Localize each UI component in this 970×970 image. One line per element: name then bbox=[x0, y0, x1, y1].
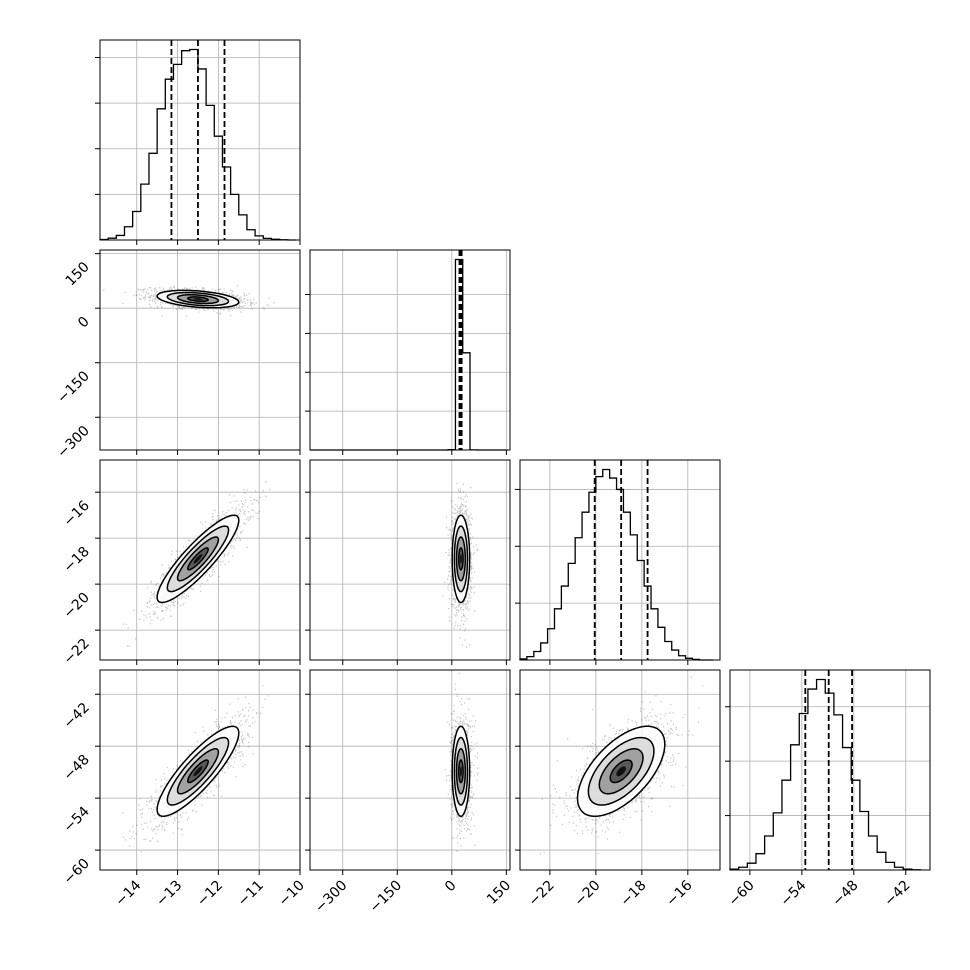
histogram-step-2 bbox=[519, 468, 714, 661]
scatter-frame bbox=[99, 669, 301, 871]
scatter-panel-1-3 bbox=[309, 669, 511, 871]
density-contour bbox=[176, 536, 220, 582]
x-tick-label: −13 bbox=[153, 878, 185, 910]
histogram-panel-2 bbox=[515, 459, 721, 661]
x-tick-label: −42 bbox=[881, 878, 913, 910]
scatter-panel-0-1 bbox=[99, 249, 301, 451]
scatter-frame bbox=[99, 249, 301, 451]
x-tick-label: 0 bbox=[442, 878, 460, 896]
density-contour bbox=[576, 725, 666, 818]
y-tick-label: −16 bbox=[61, 498, 93, 530]
density-contour bbox=[166, 291, 230, 307]
density-contour bbox=[166, 736, 230, 806]
x-tick-label: −10 bbox=[276, 878, 308, 910]
scatter-frame bbox=[309, 669, 511, 871]
density-contour bbox=[156, 514, 240, 604]
density-contour bbox=[156, 289, 240, 309]
histogram-step-3 bbox=[729, 678, 922, 871]
x-tick-label: −54 bbox=[777, 877, 809, 909]
scatter-panel-0-3 bbox=[99, 669, 301, 871]
scatter-body bbox=[444, 672, 479, 852]
histogram-frame-2 bbox=[519, 459, 721, 661]
y-tick-label: −150 bbox=[54, 368, 93, 407]
histogram-step-1 bbox=[310, 258, 507, 451]
x-tick-label: −14 bbox=[112, 877, 144, 909]
x-tick-label: 150 bbox=[484, 878, 514, 908]
density-contour bbox=[453, 736, 469, 806]
histogram-frame-3 bbox=[729, 669, 931, 871]
density-fill bbox=[459, 554, 462, 564]
density-fill bbox=[193, 554, 203, 564]
density-contour bbox=[609, 759, 633, 784]
density-contour bbox=[455, 536, 467, 582]
density-contour bbox=[455, 748, 467, 795]
y-tick-label: −60 bbox=[61, 856, 93, 888]
histogram-frame-0 bbox=[99, 39, 301, 241]
y-tick-label: −300 bbox=[54, 423, 93, 462]
density-contour bbox=[166, 525, 230, 593]
y-tick-label: −18 bbox=[61, 544, 93, 576]
density-fill bbox=[193, 298, 203, 301]
scatter-body bbox=[540, 676, 704, 855]
histogram-panel-0 bbox=[95, 39, 301, 241]
scatter-panel-1-2 bbox=[309, 459, 511, 661]
x-tick-label: −20 bbox=[571, 878, 603, 910]
y-tick-label: 0 bbox=[75, 314, 93, 332]
histogram-panel-3 bbox=[725, 669, 931, 871]
scatter-body bbox=[103, 285, 275, 317]
scatter-frame bbox=[309, 459, 511, 661]
histogram-frame-1 bbox=[309, 249, 511, 451]
density-contour bbox=[598, 748, 644, 795]
density-contour bbox=[187, 547, 209, 571]
y-tick-label: 150 bbox=[63, 259, 93, 289]
y-tick-label: −42 bbox=[61, 700, 93, 732]
density-contour bbox=[453, 525, 469, 593]
x-tick-label: −300 bbox=[312, 878, 351, 917]
scatter-body bbox=[442, 482, 479, 648]
x-tick-label: −48 bbox=[829, 878, 861, 910]
y-tick-label: −22 bbox=[61, 636, 93, 668]
density-contour bbox=[587, 736, 655, 806]
density-contour bbox=[176, 748, 220, 795]
scatter-frame bbox=[519, 669, 721, 871]
density-fill bbox=[459, 766, 462, 777]
x-tick-label: −11 bbox=[235, 878, 267, 910]
density-contour bbox=[451, 725, 471, 818]
density-fill bbox=[193, 766, 203, 777]
density-fill bbox=[616, 766, 626, 777]
density-contour bbox=[176, 293, 220, 305]
density-contour bbox=[457, 759, 464, 784]
y-tick-label: −54 bbox=[61, 804, 93, 836]
density-contour bbox=[451, 514, 471, 604]
scatter-panel-2-3 bbox=[519, 669, 721, 871]
x-tick-label: −150 bbox=[367, 878, 406, 917]
x-tick-label: −60 bbox=[726, 878, 758, 910]
x-tick-label: −22 bbox=[526, 878, 558, 910]
density-contour bbox=[457, 547, 464, 571]
density-contour bbox=[156, 725, 240, 818]
x-tick-label: −12 bbox=[194, 878, 226, 910]
scatter-body bbox=[122, 480, 271, 647]
scatter-body bbox=[122, 685, 269, 853]
y-tick-label: −48 bbox=[61, 752, 93, 784]
density-contour bbox=[187, 296, 210, 303]
histogram-panel-1 bbox=[305, 249, 511, 451]
y-tick-label: −20 bbox=[61, 590, 93, 622]
scatter-frame bbox=[99, 459, 301, 661]
x-tick-label: −18 bbox=[617, 878, 649, 910]
scatter-panel-0-2 bbox=[99, 459, 301, 661]
density-contour bbox=[187, 759, 209, 784]
x-tick-label: −16 bbox=[663, 877, 695, 909]
